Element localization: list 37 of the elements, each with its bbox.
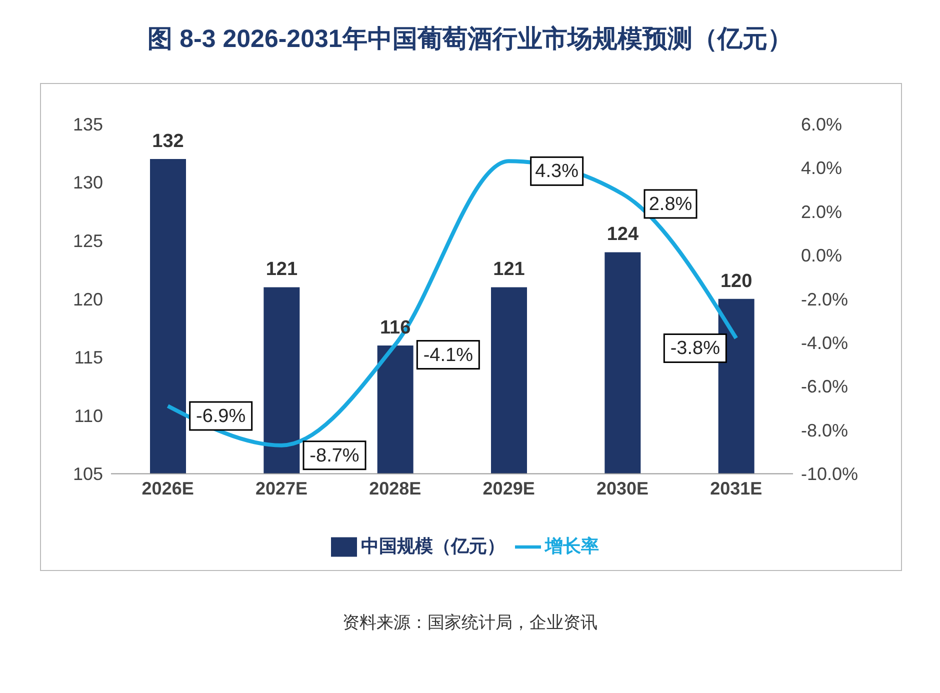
data-label: -4.1% [423, 344, 474, 366]
x-tick-label: 2028E [369, 478, 422, 499]
y-tick-label: 135 [72, 114, 103, 134]
data-label: -8.7% [310, 445, 360, 466]
y-tick-label: 105 [72, 464, 103, 484]
x-tick-label: 2029E [482, 478, 535, 499]
data-label: 121 [266, 259, 298, 280]
chart-title: 图 8-3 2026-2031年中国葡萄酒行业市场规模预测（亿元） [146, 24, 794, 55]
y2-tick-label: -6.0% [801, 376, 848, 397]
y-tick-label: 115 [74, 348, 103, 368]
x-tick-label: 2031E [710, 478, 762, 499]
text: 资料来源：国家统计局，企业资讯 [342, 612, 598, 634]
data-label: -6.9% [196, 406, 246, 427]
y2-tick-label: -4.0% [801, 332, 848, 353]
x-tick-label: 2030E [596, 478, 649, 499]
x-tick-label: 2027E [255, 478, 308, 499]
data-label: -3.8% [670, 338, 720, 360]
x-tick-label: 2026E [142, 478, 194, 499]
data-label: 2.8% [648, 194, 692, 215]
y2-tick-label: 0.0% [801, 246, 842, 266]
y2-tick-label: -10.0% [801, 464, 858, 484]
legend-label: 增长率 [545, 536, 599, 556]
data-label: 120 [720, 270, 752, 292]
y-tick-label: 110 [74, 406, 103, 426]
y2-tick-label: 4.0% [801, 158, 842, 178]
y2-tick-label: 2.0% [801, 202, 842, 222]
data-label: 121 [493, 259, 526, 280]
data-label: 132 [152, 130, 184, 152]
data-label: 124 [606, 224, 639, 246]
y2-tick-label: 6.0% [801, 114, 842, 134]
y2-tick-label: -8.0% [801, 420, 848, 440]
legend-label: 中国规模（亿元） [361, 536, 505, 556]
y-tick-label: 120 [72, 289, 103, 310]
y-tick-label: 125 [72, 230, 103, 251]
data-label: 4.3% [535, 161, 579, 182]
y-tick-label: 130 [72, 172, 103, 193]
y2-tick-label: -2.0% [801, 289, 848, 310]
